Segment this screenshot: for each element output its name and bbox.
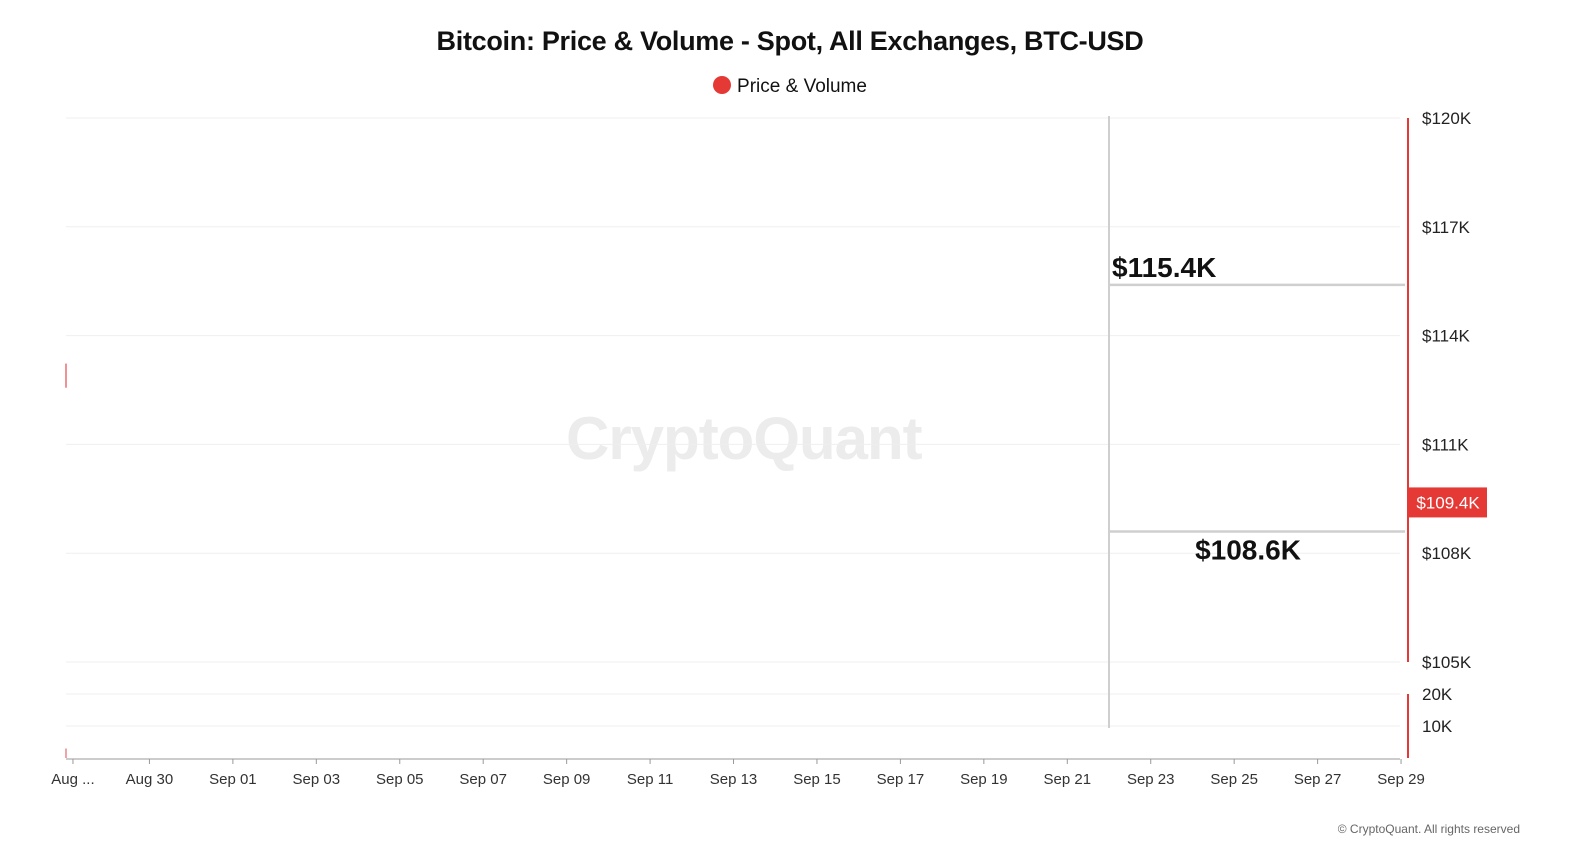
time-tick-label: Sep 27: [1294, 771, 1342, 788]
time-tick-label: Sep 23: [1127, 771, 1175, 788]
last-price-tag-bg: [1409, 487, 1487, 518]
time-tick-label: Aug 30: [126, 771, 174, 788]
volume-bar: [65, 748, 67, 758]
price-tick-label: $111K: [1422, 435, 1469, 454]
time-tick-label: Sep 25: [1210, 771, 1258, 788]
last-price-tag: $109.4K: [1409, 487, 1487, 518]
time-tick-label: Sep 19: [960, 771, 1008, 788]
volume-tick-label: 10K: [1422, 717, 1453, 736]
volume-tick-label: 20K: [1422, 685, 1453, 704]
watermark: CryptoQuant: [566, 405, 923, 472]
time-tick-label: Sep 29: [1377, 771, 1425, 788]
price-tick-label: $117K: [1422, 218, 1471, 237]
last-price-tag-label: $109.4K: [1416, 493, 1480, 512]
annotation-label: $108.6K: [1195, 534, 1301, 565]
time-tick-label: Sep 13: [710, 771, 758, 788]
time-tick-label: Sep 15: [793, 771, 841, 788]
time-tick-label: Sep 07: [459, 771, 507, 788]
annotation-label: $115.4K: [1112, 252, 1216, 283]
time-tick-label: Sep 05: [376, 771, 424, 788]
time-tick-label: Sep 03: [293, 771, 341, 788]
time-tick-label: Sep 01: [209, 771, 257, 788]
time-tick-label: Sep 17: [877, 771, 925, 788]
time-tick-label: Sep 09: [543, 771, 591, 788]
time-tick-label: Sep 11: [627, 771, 673, 788]
legend[interactable]: Price & Volume: [0, 76, 1580, 98]
legend-dot-icon: [713, 76, 732, 94]
price-tick-label: $114K: [1422, 327, 1471, 346]
time-tick-label: Sep 21: [1044, 771, 1092, 788]
price-tick-label: $108K: [1422, 544, 1472, 563]
price-tick-label: $120K: [1422, 109, 1472, 128]
chart-title: Bitcoin: Price & Volume - Spot, All Exch…: [436, 26, 1144, 56]
legend-label: Price & Volume: [737, 76, 867, 97]
time-tick-label: Aug ...: [51, 771, 94, 788]
price-tick-label: $105K: [1422, 653, 1472, 672]
copyright-notice: © CryptoQuant. All rights reserved: [1337, 822, 1520, 836]
